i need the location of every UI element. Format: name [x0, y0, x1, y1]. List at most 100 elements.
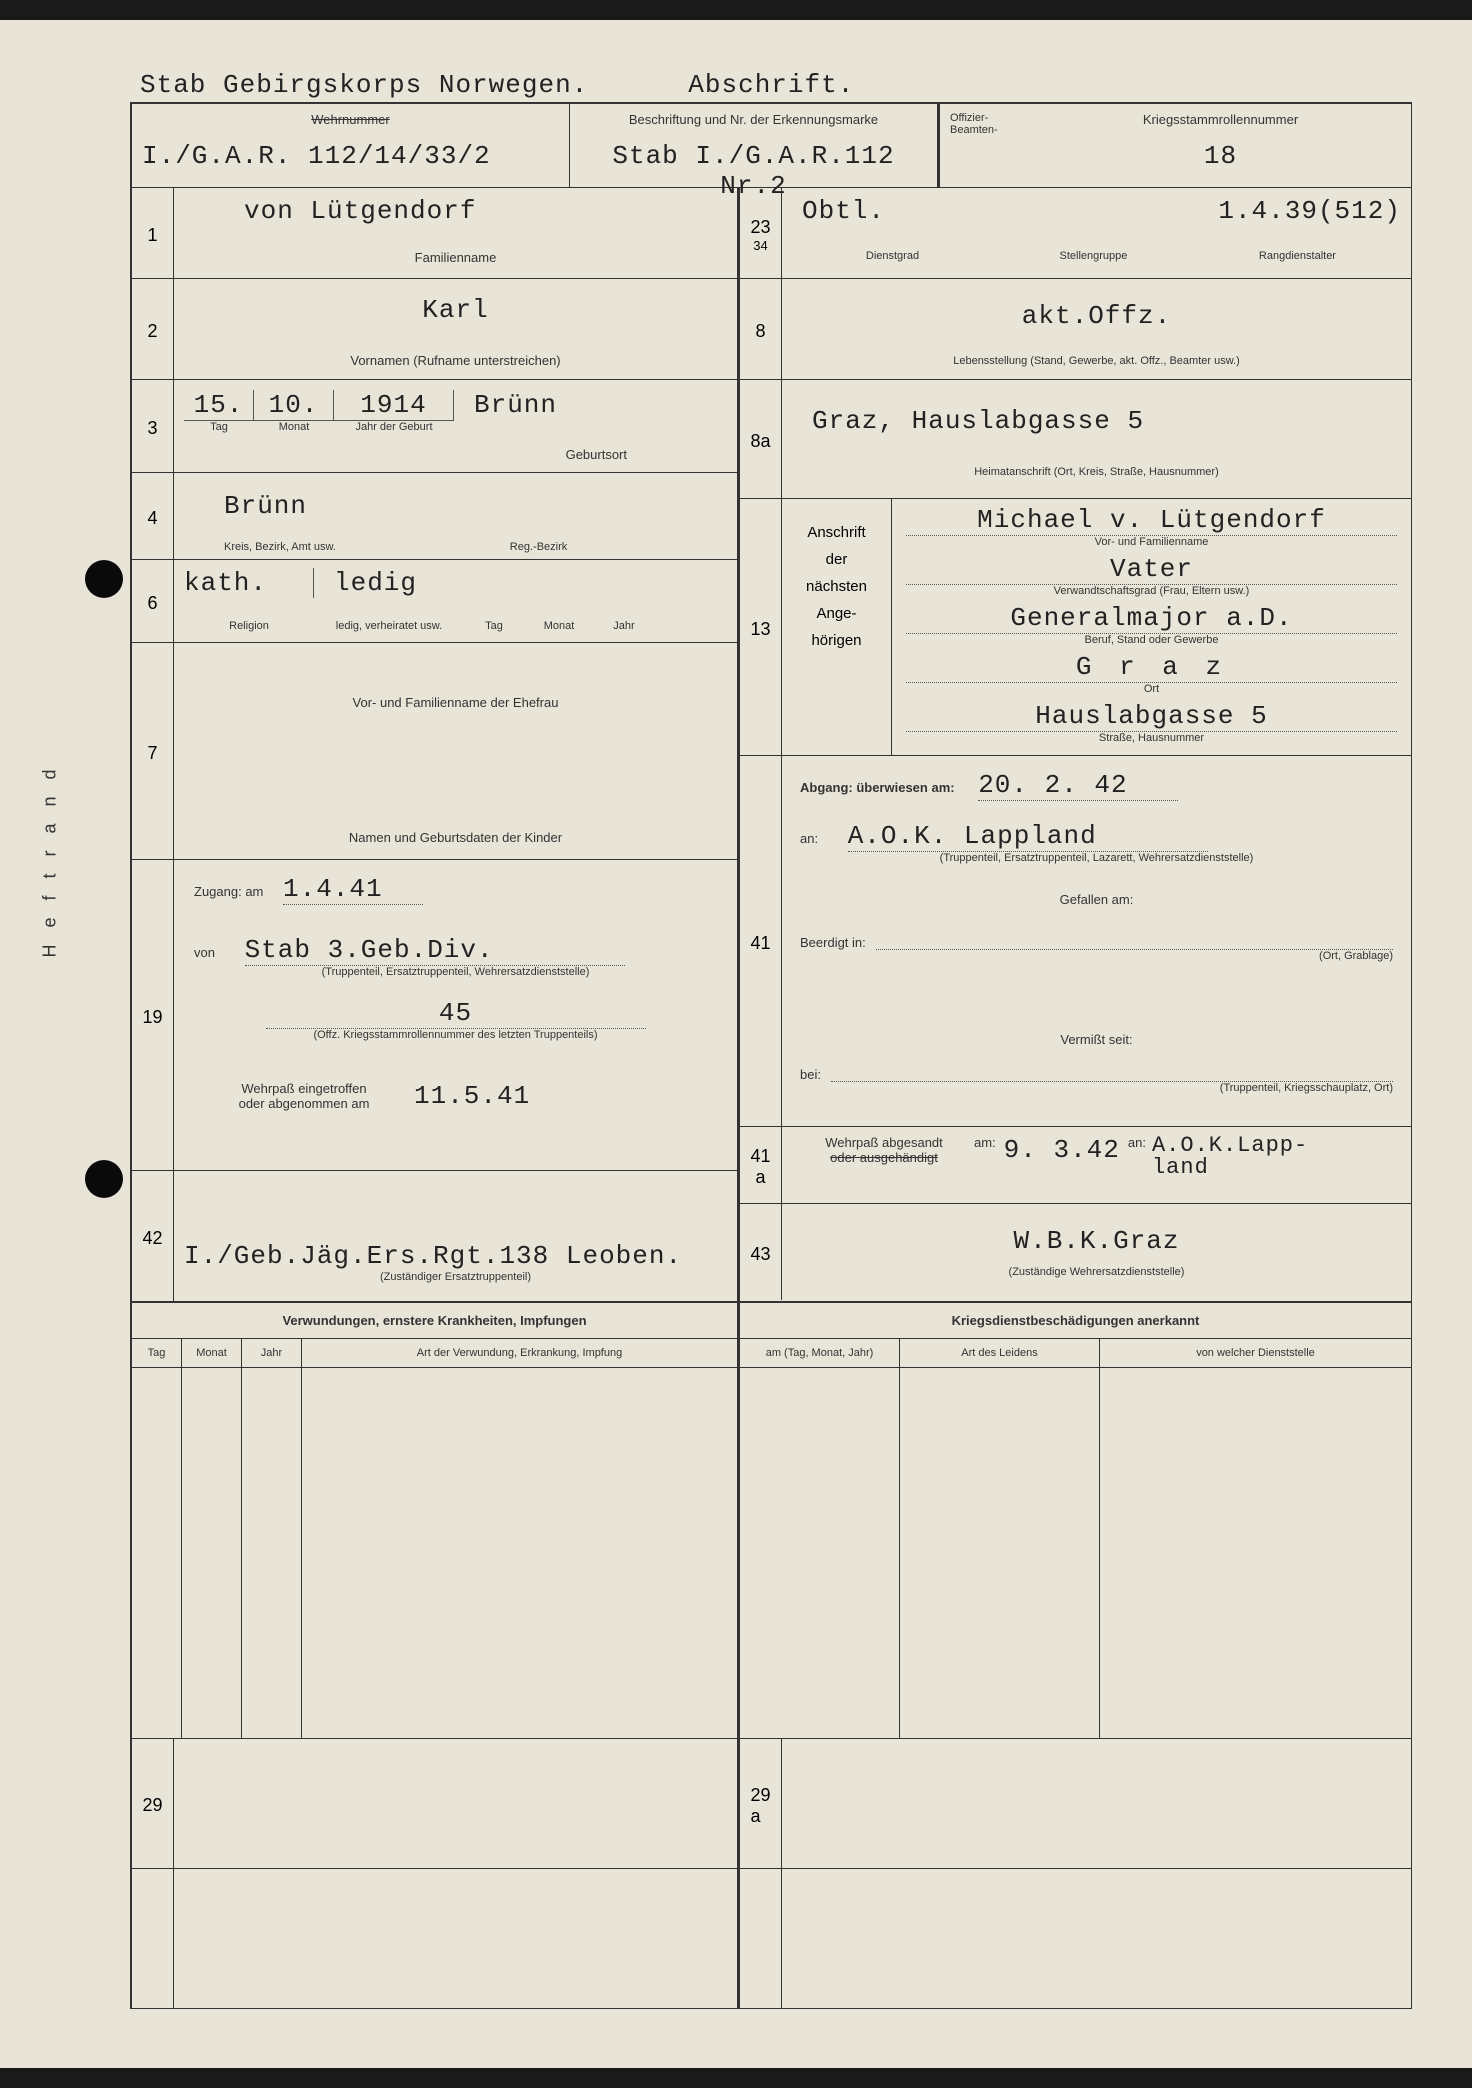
wp-dest: A.O.K.Lapp- land [1152, 1135, 1308, 1179]
field-num-41a: 41a [740, 1127, 782, 1203]
lbl-kin-beruf: Beruf, Stand oder Gewerbe [906, 634, 1397, 646]
lbl-j: Jahr [594, 620, 654, 632]
wp-date: 9. 3.42 [1004, 1135, 1120, 1179]
kin-name: Michael v. Lütgendorf [906, 505, 1397, 536]
form-grid: Wehrnummer I./G.A.R. 112/14/33/2 Beschri… [130, 102, 1412, 2009]
th-am: am (Tag, Monat, Jahr) [740, 1339, 900, 1367]
kriegs-value: 18 [1040, 141, 1401, 171]
bei-label: bei: [800, 1067, 821, 1082]
wehrnummer-value: I./G.A.R. 112/14/33/2 [142, 141, 559, 171]
punch-hole [85, 560, 123, 598]
lbl-rang: Rangdienstalter [1194, 250, 1401, 262]
lbl-kinder: Namen und Geburtsdaten der Kinder [184, 830, 727, 845]
header-title-left: Stab Gebirgskorps Norwegen. [140, 70, 588, 100]
wbk: W.B.K.Graz [792, 1212, 1401, 1256]
lbl-am: am: [974, 1135, 996, 1179]
field-num-3: 3 [132, 380, 174, 472]
beerdigt-label: Beerdigt in: [800, 935, 866, 950]
wounds-title: Verwundungen, ernstere Krankheiten, Impf… [132, 1303, 737, 1339]
th-leiden: Art des Leidens [900, 1339, 1100, 1367]
kin-rel: Vater [906, 554, 1397, 585]
lbl-jahr: Jahr der Geburt [334, 421, 454, 433]
lbl-heimat: Heimatanschrift (Ort, Kreis, Straße, Hau… [792, 466, 1401, 478]
birth-year: 1914 [334, 390, 454, 421]
offizier-label: Offizier-Beamten- [950, 112, 1040, 183]
lbl-monat: Monat [254, 421, 334, 433]
rank: Obtl. [792, 196, 993, 226]
kin-side-label: Anschrift der nächsten Ange- hörigen [782, 499, 892, 755]
ersatz-value: I./Geb.Jäg.Ers.Rgt.138 Leoben. [184, 1241, 727, 1271]
marital: ledig [314, 568, 417, 598]
an-sub: (Truppenteil, Ersatztruppenteil, Lazaret… [800, 852, 1393, 864]
vermisst-label: Vermißt seit: [800, 1032, 1393, 1047]
wehrpass-date: 11.5.41 [414, 1081, 530, 1111]
wp-abg-label: Wehrpaß abgesandt [794, 1135, 974, 1150]
lbl-kin-str: Straße, Hausnummer [906, 732, 1397, 744]
field-num-8a: 8a [740, 380, 782, 498]
th-art: Art der Verwundung, Erkrankung, Impfung [302, 1339, 737, 1367]
document-page: H e f t r a n d Stab Gebirgskorps Norweg… [0, 20, 1472, 2068]
field-num-6: 6 [132, 560, 174, 642]
zugang-date: 1.4.41 [283, 874, 423, 905]
lbl-regbez: Reg.-Bezirk [510, 541, 567, 553]
field-num-41: 41 [740, 756, 782, 1126]
an-value: A.O.K. Lappland [848, 821, 1208, 852]
th-tag: Tag [132, 1339, 182, 1367]
kriegs-label: Kriegsstammrollennummer [1040, 112, 1401, 127]
th-dienst: von welcher Dienststelle [1100, 1339, 1411, 1367]
binding-label: H e f t r a n d [40, 763, 61, 957]
bei-sub: (Truppenteil, Kriegsschauplatz, Ort) [800, 1082, 1393, 1094]
beerdigt-sub: (Ort, Grablage) [800, 950, 1393, 962]
lbl-kin-rel: Verwandtschaftsgrad (Frau, Eltern usw.) [906, 585, 1397, 597]
lbl-an: an: [1128, 1135, 1146, 1179]
birth-day: 15. [184, 390, 254, 421]
damage-title: Kriegsdienstbeschädigungen anerkannt [740, 1303, 1411, 1339]
field-num-42: 42 [132, 1171, 174, 1301]
lbl-kin-name: Vor- und Familienname [906, 536, 1397, 548]
wp-abg-strike: oder ausgehändigt [794, 1150, 974, 1165]
field-num-4: 4 [132, 473, 174, 559]
lbl-kin-ort: Ort [906, 683, 1397, 695]
lbl-t: Tag [464, 620, 524, 632]
von-value: Stab 3.Geb.Div. [245, 935, 625, 966]
lbl-tag: Tag [184, 421, 254, 433]
rank-date: 1.4.39(512) [1194, 196, 1401, 226]
kin-ort: G r a z [906, 652, 1397, 683]
field-num-13: 13 [740, 499, 782, 755]
abgang-label: Abgang: überwiesen am: [800, 780, 955, 795]
field-num-19: 19 [132, 860, 174, 1170]
district: Brünn [184, 481, 727, 521]
punch-hole [85, 1160, 123, 1198]
field-num-43: 43 [740, 1204, 782, 1300]
kin-str: Hauslabgasse 5 [906, 701, 1397, 732]
field-num-2: 2 [132, 279, 174, 379]
firstname: Karl [184, 287, 727, 325]
header-title-right: Abschrift. [688, 70, 854, 100]
th-monat: Monat [182, 1339, 242, 1367]
surname: von Lütgendorf [184, 196, 727, 226]
wehrpass-label: Wehrpaß eingetroffen oder abgenommen am [194, 1081, 414, 1111]
firstname-label: Vornamen (Rufname unterstreichen) [184, 353, 727, 368]
von-label: von [194, 945, 215, 960]
field-num-1: 1 [132, 188, 174, 278]
kin-beruf: Generalmajor a.D. [906, 603, 1397, 634]
lbl-m: Monat [524, 620, 594, 632]
wehrnummer-label: Wehrnummer [142, 112, 559, 127]
an-label: an: [800, 831, 818, 846]
field-num-29: 29 [132, 1739, 174, 1868]
erkennung-label: Beschriftung und Nr. der Erkennungsmarke [580, 112, 927, 127]
field-num-23: 2334 [740, 188, 782, 278]
wbk-sub: (Zuständige Wehrersatzdienststelle) [792, 1266, 1401, 1278]
lbl-stell: Stellengruppe [993, 250, 1194, 262]
lbl-kreis: Kreis, Bezirk, Amt usw. [184, 541, 510, 553]
birth-month: 10. [254, 390, 334, 421]
lebensstellung: akt.Offz. [792, 287, 1401, 331]
lbl-religion: Religion [184, 620, 314, 632]
field-num-29a: 29 a [740, 1739, 782, 1868]
th-jahr: Jahr [242, 1339, 302, 1367]
lbl-dienstgrad: Dienstgrad [792, 250, 993, 262]
von-sub: (Truppenteil, Ersatztruppenteil, Wehrers… [194, 966, 717, 978]
field-num-7: 7 [132, 643, 174, 859]
abgang-date: 20. 2. 42 [978, 770, 1178, 801]
surname-label: Familienname [184, 250, 727, 265]
